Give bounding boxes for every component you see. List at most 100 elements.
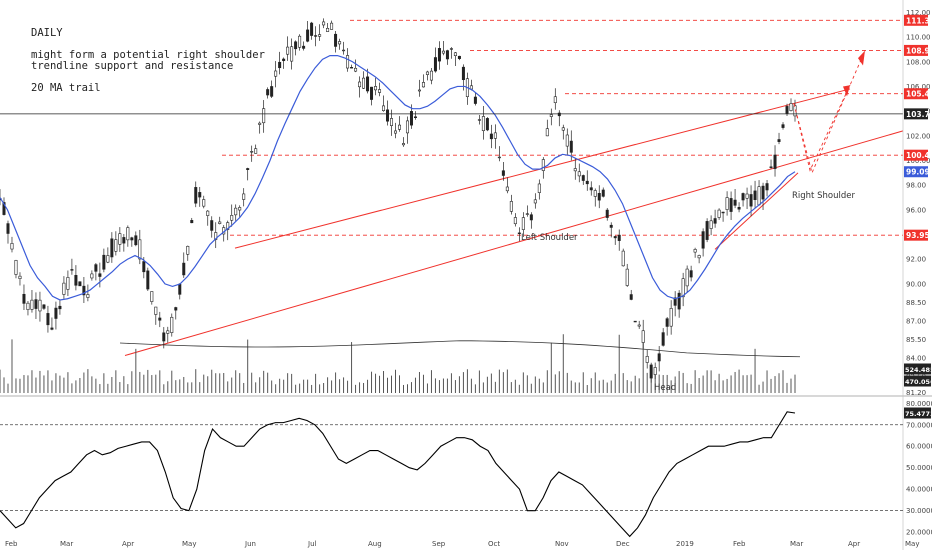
- rsi-tick-label: 80.0000: [906, 400, 932, 408]
- volume-label-box: [904, 375, 931, 387]
- rsi-tick-label: 60.0000: [906, 443, 932, 451]
- candle-body: [370, 86, 374, 100]
- candle-body: [573, 168, 577, 172]
- candle-body: [625, 268, 629, 286]
- candle-body: [250, 151, 254, 153]
- candle-body: [565, 134, 569, 147]
- candle-body: [166, 330, 170, 334]
- candle-body: [469, 85, 473, 90]
- time-tick-label: Mar: [790, 540, 803, 548]
- candle-body: [409, 111, 413, 126]
- volume-label-text: 470.056K: [905, 378, 932, 386]
- candle-body: [769, 166, 773, 168]
- candle-body: [773, 154, 777, 169]
- price-tick-label: 84.00: [906, 354, 926, 362]
- candle-body: [705, 221, 709, 240]
- candle-body: [218, 221, 222, 224]
- time-tick-label: Jun: [244, 540, 256, 548]
- candle-body: [374, 86, 378, 91]
- candle-body: [298, 35, 302, 48]
- annotation-head: Head: [654, 383, 676, 393]
- time-tick-label: Feb: [5, 540, 18, 548]
- candle-body: [745, 193, 749, 199]
- candle-body: [673, 297, 677, 306]
- candle-body: [677, 292, 681, 310]
- candle-body: [709, 220, 713, 229]
- level-label-box: [904, 88, 928, 100]
- candle-body: [697, 255, 701, 259]
- candle-body: [318, 34, 322, 37]
- candle-body: [138, 239, 142, 260]
- moving-average-20: [0, 55, 796, 301]
- candle-body: [757, 186, 761, 206]
- time-tick-label: Apr: [122, 540, 134, 548]
- candle-body: [18, 275, 22, 279]
- candle-body: [74, 275, 78, 286]
- candle-body: [338, 41, 342, 45]
- candle-body: [170, 316, 174, 333]
- price-tick-label: 88.50: [906, 299, 926, 307]
- price-tick-label: 102.00: [906, 132, 931, 140]
- rsi-polyline: [0, 411, 796, 538]
- projection-path-upper: [793, 85, 851, 172]
- candle-body: [457, 55, 461, 59]
- candle-body: [621, 250, 625, 267]
- time-tick-label: Apr: [848, 540, 860, 548]
- candle-body: [42, 304, 46, 309]
- candle-body: [649, 364, 653, 379]
- candle-body: [262, 108, 266, 124]
- candle-body: [122, 237, 126, 244]
- candle-body: [130, 237, 134, 241]
- time-tick-label: Sep: [432, 540, 446, 548]
- candle-body: [629, 294, 633, 300]
- candle-body: [569, 140, 573, 153]
- candle-body: [126, 227, 130, 241]
- candle-body: [102, 254, 106, 270]
- candle-body: [717, 209, 721, 218]
- volume-label-box: [904, 363, 931, 375]
- candle-body: [505, 186, 509, 192]
- candle-body: [597, 193, 601, 201]
- candle-body: [382, 105, 386, 111]
- candle-body: [657, 353, 661, 362]
- candle-body: [473, 96, 477, 104]
- annotation-left-shoulder: Left Shoulder: [521, 233, 578, 243]
- candle-body: [90, 273, 94, 279]
- candle-body: [378, 89, 382, 93]
- candle-body: [781, 124, 785, 128]
- candle-body: [789, 103, 793, 111]
- candle-body: [553, 96, 557, 104]
- candle-body: [533, 199, 537, 204]
- candle-body: [501, 170, 505, 176]
- candle-body: [270, 86, 274, 97]
- price-tick-label: 106.00: [906, 83, 931, 91]
- candle-body: [326, 28, 330, 32]
- rsi-value-text: 75.4773: [905, 410, 932, 418]
- candle-body: [441, 50, 445, 54]
- rsi-reference-lines: [0, 424, 903, 512]
- candle-body: [689, 270, 693, 278]
- price-tick-label: 81.20: [906, 389, 926, 397]
- time-tick-label: Aug: [368, 540, 382, 548]
- candle-body: [653, 367, 657, 375]
- rsi-line: [0, 411, 796, 538]
- candle-body: [154, 306, 158, 315]
- price-tick-label: 87.00: [906, 317, 926, 325]
- candle-body: [22, 293, 26, 304]
- level-label-text: 93.95: [906, 231, 930, 240]
- candle-body: [146, 270, 150, 290]
- candle-body: [549, 114, 553, 117]
- moving-average-line: [0, 55, 796, 301]
- candle-body: [342, 49, 346, 52]
- note-right-shoulder: might form a potential right shoulder: [31, 49, 265, 61]
- candle-body: [266, 89, 270, 96]
- candle-body: [310, 22, 314, 36]
- candle-body: [6, 223, 10, 234]
- candle-body: [238, 207, 242, 211]
- candle-body: [198, 192, 202, 198]
- candle-body: [453, 52, 457, 56]
- volume-bars: [0, 334, 801, 393]
- candle-body: [669, 308, 673, 327]
- candle-body: [637, 324, 641, 327]
